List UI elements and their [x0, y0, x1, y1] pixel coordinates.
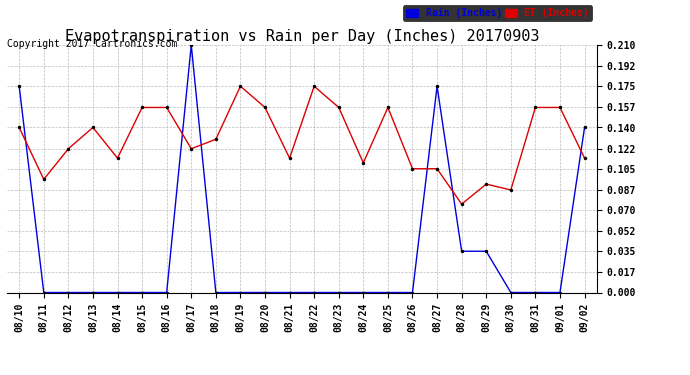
Title: Evapotranspiration vs Rain per Day (Inches) 20170903: Evapotranspiration vs Rain per Day (Inch… — [65, 29, 539, 44]
Legend: Rain (Inches), ET (Inches): Rain (Inches), ET (Inches) — [404, 5, 592, 21]
Text: Copyright 2017 Cartronics.com: Copyright 2017 Cartronics.com — [7, 39, 177, 50]
